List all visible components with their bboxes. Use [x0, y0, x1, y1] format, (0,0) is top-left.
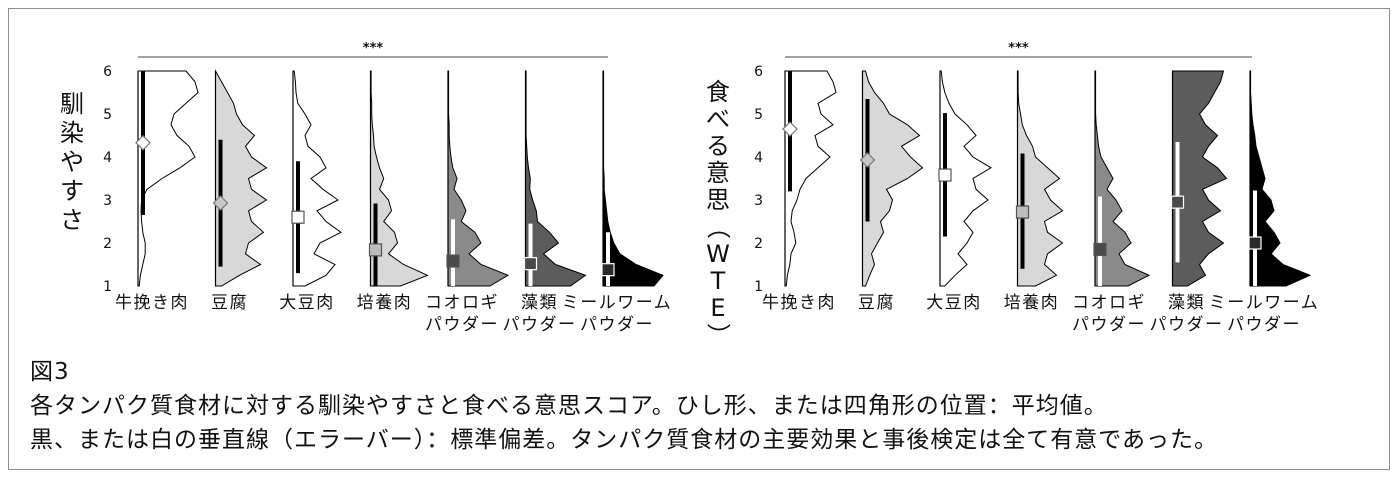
violin-shape [1172, 70, 1228, 287]
y-axis-label: 思 [706, 186, 730, 214]
y-axis-label: 染 [60, 119, 84, 147]
y-axis-label: べ [706, 105, 730, 133]
y-axis-label: さ [60, 206, 84, 234]
category-label: 藻類 [1168, 293, 1205, 313]
category-label: 牛挽き肉 [762, 293, 836, 313]
y-axis-label: る [706, 132, 730, 160]
category-label: コオロギ [425, 293, 499, 313]
violin-shape [292, 70, 342, 287]
y-axis-label: T [710, 267, 726, 295]
violin-shape [525, 70, 587, 287]
mean-marker [1248, 236, 1262, 250]
mean-marker [938, 168, 952, 182]
category-label: パウダー [425, 315, 499, 335]
category-label: 藻類 [521, 293, 558, 313]
violin-shape [215, 69, 268, 287]
violin-shape [939, 70, 992, 287]
violin-shape [1249, 70, 1312, 287]
violin-shape [602, 70, 664, 287]
mean-marker [601, 263, 615, 277]
mean-marker [1170, 195, 1185, 209]
y-tick-label: 2 [103, 236, 112, 252]
y-axis-label: W [706, 240, 730, 268]
significance-label: *** [1008, 41, 1029, 56]
y-tick-label: 3 [754, 193, 763, 209]
figure-frame [8, 8, 1390, 470]
category-label: パウダー [1150, 315, 1224, 335]
mean-marker [291, 210, 305, 224]
category-label: 豆腐 [211, 293, 248, 313]
category-label: パウダー [580, 315, 654, 335]
violin-shape [784, 70, 837, 287]
category-label: パウダー [503, 315, 577, 335]
y-tick-label: 1 [103, 279, 112, 295]
y-tick-label: 5 [754, 107, 763, 123]
y-tick-label: 2 [754, 236, 763, 252]
significance-label: *** [363, 41, 384, 56]
y-tick-label: 5 [103, 107, 112, 123]
category-label: コオロギ [1072, 293, 1146, 313]
mean-marker [523, 257, 538, 271]
category-label: 大豆肉 [926, 293, 982, 313]
mean-marker [1093, 242, 1107, 257]
mean-marker [1015, 205, 1030, 219]
mean-marker [782, 121, 798, 137]
y-tick-label: 4 [103, 150, 112, 166]
category-label: パウダー [1227, 315, 1301, 335]
category-label: 培養肉 [357, 293, 413, 313]
y-axis-label: ） [704, 323, 732, 347]
category-label: 牛挽き肉 [115, 293, 189, 313]
category-label: ミールワーム [562, 293, 673, 313]
y-axis-label: E [710, 294, 725, 322]
y-axis-label: や [60, 148, 84, 176]
mean-marker [368, 243, 383, 257]
mean-marker [212, 195, 229, 211]
y-axis-label: 意 [706, 159, 730, 187]
category-label: パウダー [1072, 315, 1146, 335]
violin-shape [447, 70, 510, 287]
y-tick-label: 3 [103, 193, 112, 209]
category-label: ミールワーム [1209, 293, 1320, 313]
y-tick-label: 4 [754, 150, 763, 166]
mean-marker [859, 152, 876, 168]
y-tick-label: 1 [754, 279, 763, 295]
category-label: 大豆肉 [279, 293, 335, 313]
caption-line-1: 各タンパク質食材に対する馴染やすさと食べる意思スコア。ひし形、または四角形の位置… [30, 393, 1108, 419]
mean-marker [446, 254, 460, 268]
y-axis-label: 馴 [60, 90, 84, 118]
violin-shape [862, 70, 924, 287]
mean-marker [135, 134, 151, 151]
y-tick-label: 6 [754, 64, 763, 80]
category-label: 豆腐 [858, 293, 895, 313]
y-tick-label: 6 [103, 64, 112, 80]
category-label: 培養肉 [1004, 293, 1060, 313]
violin-shape [137, 70, 199, 287]
y-axis-label: 食 [706, 78, 730, 106]
y-axis-label: す [60, 177, 84, 205]
caption-figure-label: 図3 [30, 359, 70, 385]
caption-line-2: 黒、または白の垂直線（エラーバー）：標準偏差。タンパク質食材の主要効果と事後検定… [30, 427, 1219, 453]
y-axis-label: （ [704, 215, 732, 239]
